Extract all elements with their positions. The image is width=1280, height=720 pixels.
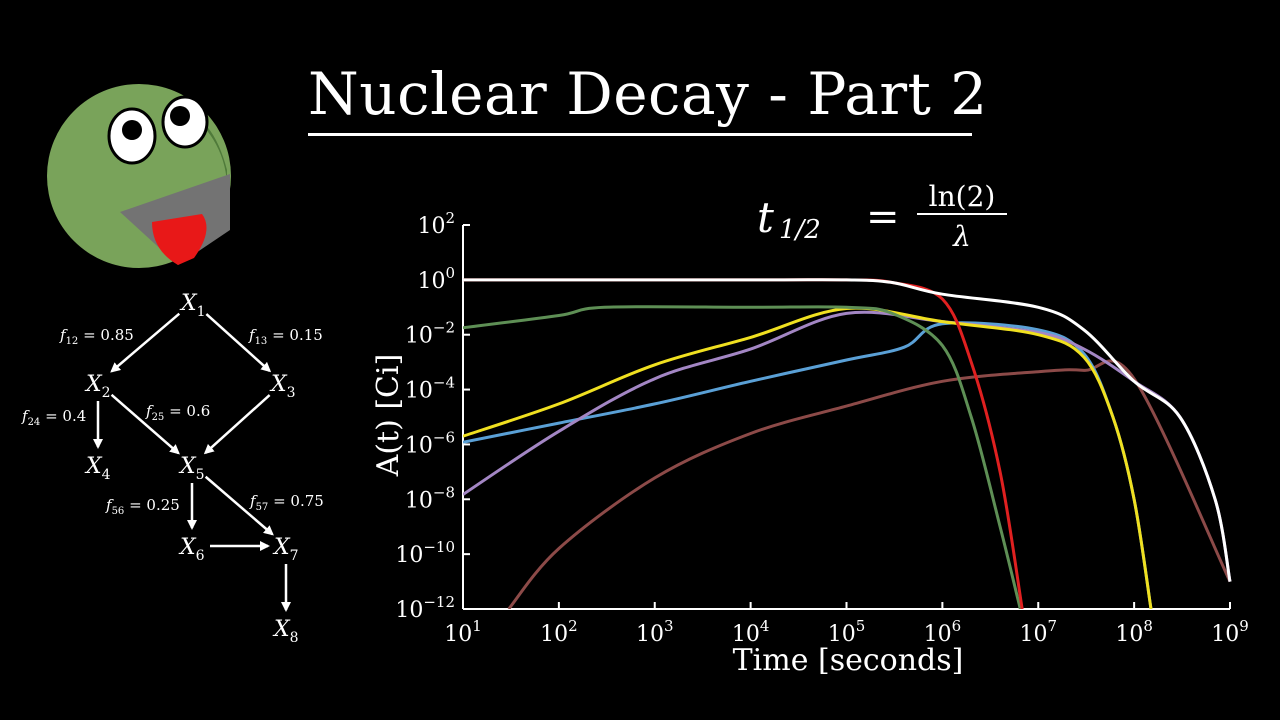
y-tick-label: 10−6 (405, 428, 455, 458)
chart-axes (462, 225, 1230, 610)
node-X6: X6 (178, 535, 205, 564)
branching-fraction-label: f24 = 0.4 (21, 407, 86, 428)
y-tick-label: 10−8 (405, 483, 455, 513)
y-tick-label: 100 (417, 264, 455, 294)
node-X8: X8 (272, 617, 299, 646)
series-line-1 (507, 359, 1232, 609)
series-line-4 (463, 306, 1153, 609)
y-tick-label: 10−10 (395, 538, 455, 568)
mascot-character (47, 84, 231, 268)
series-line-2 (463, 321, 1153, 609)
formula-numerator: ln(2) (929, 180, 996, 213)
series-line-5 (463, 305, 1022, 609)
branching-fraction-label: f57 = 0.75 (249, 492, 324, 513)
node-X1: X1 (179, 291, 206, 320)
x-tick-label: 104 (732, 617, 770, 647)
x-tick-label: 103 (636, 617, 674, 647)
edge-X1-X2 (110, 312, 181, 373)
x-tick-label: 109 (1211, 617, 1249, 647)
chart-ticks: 101 102 103 104 105 106 107 108 109 102 100 10−2 10−… (395, 209, 1248, 647)
chart-series (463, 278, 1232, 609)
edge-X5-X7 (204, 475, 274, 536)
formula-subscript: 1/2 (779, 215, 821, 245)
node-X3: X3 (269, 372, 296, 401)
half-life-formula: t 1/2 = ln(2) λ (757, 180, 1007, 253)
x-tick-label: 105 (828, 617, 866, 647)
formula-t: t (757, 193, 774, 242)
decay-chain-diagram: f12 = 0.85 f13 = 0.15 f24 = 0.4 f25 = 0.6 f5… (21, 291, 324, 646)
y-axis-label: A(t) [Ci] (371, 354, 406, 478)
x-tick-label: 101 (444, 617, 482, 647)
branching-fraction-label: f56 = 0.25 (105, 496, 180, 517)
series-line-7 (463, 278, 1232, 582)
x-tick-label: 102 (540, 617, 578, 647)
formula-denominator: λ (952, 220, 971, 253)
branching-fraction-label: f25 = 0.6 (145, 402, 210, 423)
edge-X1-X3 (205, 313, 272, 373)
page-title: Nuclear Decay - Part 2 (308, 60, 988, 128)
x-axis-label: Time [seconds] (733, 643, 964, 678)
edge-X2-X5 (110, 393, 180, 455)
node-X4: X4 (84, 454, 111, 483)
title-underline (308, 133, 972, 136)
node-X7: X7 (272, 535, 299, 564)
node-X5: X5 (178, 454, 205, 483)
formula-equals: = (866, 194, 900, 240)
edge-X3-X5 (203, 394, 271, 455)
x-tick-label: 107 (1019, 617, 1057, 647)
mascot-pupil-left (122, 120, 142, 140)
mascot-pupil-right (170, 106, 190, 126)
y-tick-label: 10−4 (405, 374, 455, 404)
x-tick-label: 106 (924, 617, 962, 647)
branching-fraction-label: f12 = 0.85 (59, 326, 134, 347)
x-tick-label: 108 (1115, 617, 1153, 647)
branching-fraction-label: f13 = 0.15 (248, 326, 323, 347)
y-tick-label: 102 (417, 209, 455, 239)
y-tick-label: 10−12 (395, 593, 455, 623)
series-line-3 (463, 310, 1232, 582)
mascot-tongue (152, 214, 207, 265)
y-tick-label: 10−2 (405, 319, 455, 349)
node-X2: X2 (84, 372, 111, 401)
